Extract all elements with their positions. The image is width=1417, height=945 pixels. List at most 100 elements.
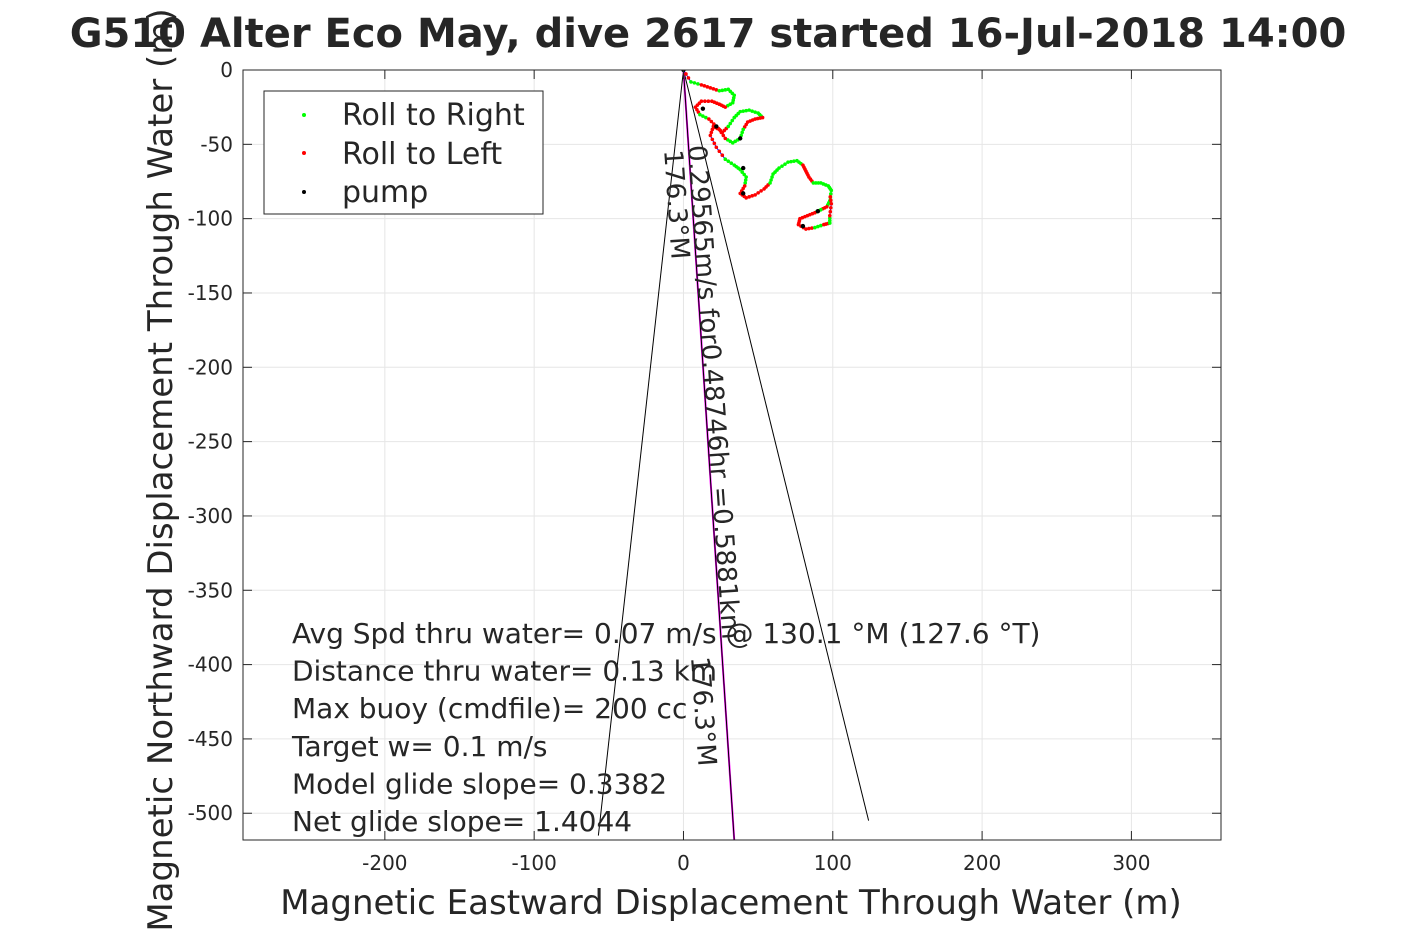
roll-right-point xyxy=(750,109,754,113)
roll-right-point xyxy=(816,224,820,229)
roll-left-point xyxy=(710,99,714,104)
roll-right-point xyxy=(704,115,708,120)
x-tick-label: 300 xyxy=(1112,851,1150,875)
y-tick-label: -200 xyxy=(188,355,233,379)
roll-right-point xyxy=(728,121,733,126)
roll-left-point xyxy=(804,227,808,231)
y-tick-label: -500 xyxy=(188,801,233,825)
roll-left-point xyxy=(828,213,832,218)
roll-right-point xyxy=(769,178,773,182)
y-tick-label: 0 xyxy=(220,58,233,82)
roll-left-point xyxy=(708,133,713,138)
roll-right-point xyxy=(814,181,818,185)
roll-right-point xyxy=(741,127,745,132)
roll-left-point xyxy=(711,87,716,91)
x-tick-label: -200 xyxy=(362,851,407,875)
roll-left-point xyxy=(706,99,711,104)
roll-right-point xyxy=(696,82,700,86)
roll-left-point xyxy=(705,85,710,89)
pump-point xyxy=(800,223,806,229)
roll-right-point xyxy=(720,88,725,93)
roll-left-point xyxy=(807,226,811,231)
roll-left-point xyxy=(828,205,833,210)
roll-left-point xyxy=(710,127,715,132)
roll-left-point xyxy=(828,209,833,214)
annotation-line: Max buoy (cmdfile)= 200 cc xyxy=(292,692,687,725)
roll-left-point xyxy=(709,119,714,124)
roll-left-point xyxy=(719,130,724,135)
x-tick-label: 0 xyxy=(677,851,690,875)
roll-left-point xyxy=(756,191,760,195)
roll-right-point xyxy=(729,161,734,165)
roll-left-point xyxy=(750,194,754,198)
y-tick-label: -50 xyxy=(200,132,233,156)
pump-point xyxy=(700,106,706,111)
roll-right-point xyxy=(828,221,832,225)
y-tick-label: -300 xyxy=(188,504,233,528)
roll-right-point xyxy=(743,181,747,185)
roll-left-point xyxy=(699,83,704,87)
roll-left-point xyxy=(702,84,707,88)
roll-left-point xyxy=(707,117,711,121)
y-tick-label: -150 xyxy=(188,281,233,305)
roll-right-point xyxy=(789,159,793,164)
roll-left-point xyxy=(720,153,725,158)
roll-right-point xyxy=(740,130,745,135)
roll-right-point xyxy=(744,175,748,179)
roll-left-point xyxy=(721,133,726,138)
roll-right-point xyxy=(740,170,745,174)
roll-left-point xyxy=(709,130,714,135)
roll-right-point xyxy=(689,80,693,84)
legend: Roll to Right Roll to Left pump xyxy=(263,90,544,215)
roll-left-point xyxy=(714,88,719,92)
axes-box xyxy=(242,69,1222,841)
roll-left-point xyxy=(684,72,688,76)
roll-left-point xyxy=(744,196,748,200)
axis-ticks: -200 -100 0 100 200 300 0 -50 -100 -150 -200 -250 -3… xyxy=(188,58,1221,875)
annotation-line: Avg Spd thru water= 0.07 m/s @ 130.1 °M … xyxy=(292,617,1040,650)
annotation-line: Target w= 0.1 m/s xyxy=(291,730,548,763)
pump-point xyxy=(740,165,746,171)
roll-right-point xyxy=(753,110,757,114)
roll-right-point xyxy=(723,157,728,161)
roll-right-point xyxy=(741,109,745,113)
roll-left-point xyxy=(711,124,716,129)
roll-right-point xyxy=(747,108,751,112)
course-line-core xyxy=(682,70,735,840)
roll-right-point xyxy=(692,81,697,85)
y-tick-label: -350 xyxy=(188,578,233,602)
x-tick-label: 100 xyxy=(814,851,852,875)
roll-left-point xyxy=(708,86,713,90)
roll-right-point xyxy=(816,181,821,185)
annotation-line: Net glide slope= 1.4044 xyxy=(292,805,632,838)
data-layer xyxy=(597,70,870,840)
y-axis-label: Magnetic Northward Displacement Through … xyxy=(141,8,181,931)
roll-right-point xyxy=(743,178,748,182)
roll-right-point xyxy=(726,124,731,129)
roll-right-point xyxy=(828,218,832,223)
heading-line xyxy=(682,70,870,821)
legend-label-pump: pump xyxy=(342,175,428,210)
roll-right-point xyxy=(770,175,774,179)
roll-right-point xyxy=(780,164,784,168)
roll-left-point xyxy=(712,141,717,146)
pump-point xyxy=(740,191,746,196)
roll-left-point xyxy=(828,195,833,199)
roll-left-point xyxy=(747,195,751,199)
y-tick-label: -400 xyxy=(188,653,233,677)
roll-right-point xyxy=(813,225,817,230)
pump-point xyxy=(815,209,821,214)
pump-point xyxy=(738,136,743,141)
legend-box xyxy=(263,90,544,215)
roll-right-point xyxy=(698,112,702,117)
x-axis-label: Magnetic Eastward Displacement Through W… xyxy=(280,883,1182,923)
x-tick-label: 200 xyxy=(963,851,1001,875)
heading-line xyxy=(597,70,684,836)
roll-right-point xyxy=(777,166,781,170)
x-tick-label: -100 xyxy=(511,851,556,875)
y-tick-label: -250 xyxy=(188,430,233,454)
legend-marker-pump xyxy=(302,190,306,194)
roll-left-point xyxy=(686,76,691,80)
roll-left-point xyxy=(703,99,707,104)
